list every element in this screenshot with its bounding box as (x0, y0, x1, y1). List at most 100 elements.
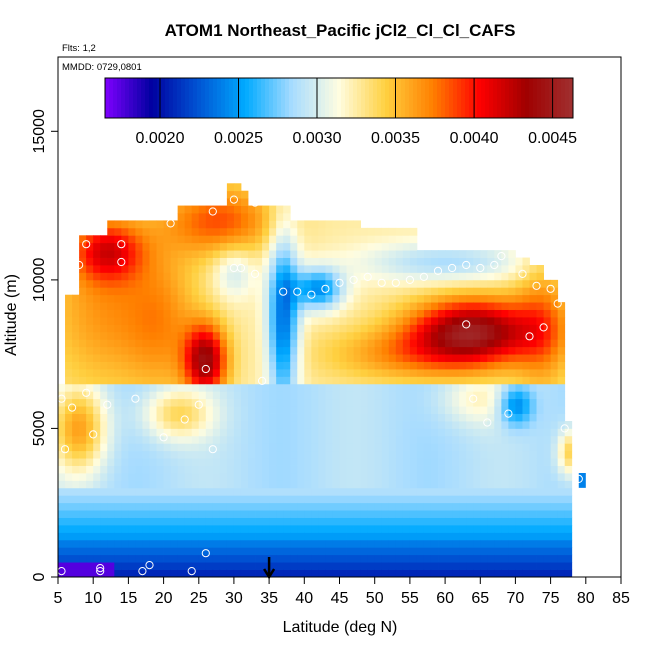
heatmap-cell (416, 569, 425, 577)
heatmap-cell (297, 510, 305, 518)
heatmap-cell (205, 502, 214, 511)
heatmap-cell (283, 406, 291, 414)
heatmap-cell (128, 458, 136, 466)
heatmap-cell (240, 294, 249, 303)
heatmap-cell (473, 376, 481, 385)
heatmap-cell (149, 227, 157, 236)
heatmap-cell (142, 391, 150, 400)
heatmap-cell (170, 242, 179, 251)
heatmap-cell (452, 317, 460, 325)
heatmap-cell (100, 235, 108, 244)
heatmap-cell (543, 317, 552, 325)
heatmap-cell (297, 569, 305, 577)
heatmap-cell (557, 369, 566, 377)
heatmap-cell (262, 473, 270, 481)
heatmap-cell (79, 532, 87, 541)
heatmap-cell (184, 257, 193, 266)
heatmap-cell (276, 428, 284, 437)
heatmap-cell (304, 265, 312, 273)
heatmap-cell (142, 287, 150, 296)
heatmap-cell (269, 532, 277, 541)
heatmap-cell (445, 309, 453, 318)
heatmap-cell (360, 443, 369, 452)
heatmap-cell (473, 428, 481, 437)
heatmap-cell (156, 331, 164, 340)
heatmap-cell (311, 346, 319, 355)
heatmap-cell (466, 525, 474, 533)
heatmap-cell (353, 346, 362, 355)
heatmap-cell (381, 532, 390, 541)
heatmap-cell (163, 383, 171, 392)
heatmap-cell (487, 279, 495, 288)
heatmap-cell (473, 331, 481, 340)
heatmap-cell (142, 495, 150, 504)
heatmap-cell (226, 369, 235, 377)
heatmap-cell (184, 265, 193, 273)
heatmap-cell (360, 413, 369, 422)
heatmap-cell (121, 413, 129, 422)
heatmap-cell (409, 376, 418, 385)
heatmap-cell (374, 480, 383, 489)
heatmap-cell (198, 562, 207, 570)
heatmap-cell (550, 302, 559, 310)
x-tick-label: 35 (260, 590, 278, 607)
sample-point (138, 567, 147, 576)
heatmap-cell (233, 532, 242, 541)
heatmap-cell (388, 272, 397, 281)
heatmap-cell (557, 398, 566, 407)
heatmap-cell (114, 473, 122, 481)
heatmap-cell (529, 309, 537, 318)
heatmap-cell (438, 517, 446, 526)
heatmap-cell (177, 562, 186, 570)
heatmap-cell (501, 547, 509, 556)
heatmap-cell (177, 257, 186, 266)
heatmap-cell (198, 317, 207, 325)
heatmap-cell (550, 339, 559, 348)
heatmap-cell (276, 413, 284, 422)
flights-label: Flts: 1,2 (62, 43, 96, 54)
heatmap-cell (163, 317, 171, 325)
heatmap-cell (269, 428, 277, 437)
heatmap-cell (367, 473, 376, 481)
heatmap-cell (86, 272, 94, 281)
heatmap-cell (205, 421, 214, 429)
heatmap-cell (198, 383, 207, 392)
heatmap-cell (367, 421, 376, 429)
heatmap-cell (473, 369, 481, 377)
sample-point (58, 394, 66, 403)
heatmap-cell (367, 361, 376, 370)
heatmap-cell (142, 532, 150, 541)
heatmap-cell (494, 450, 502, 459)
heatmap-cell (473, 391, 481, 400)
heatmap-cell (367, 383, 376, 392)
heatmap-cell (374, 495, 383, 504)
heatmap-cell (388, 331, 397, 340)
y-tick-label: 0 (31, 572, 48, 581)
heatmap-cell (72, 428, 80, 437)
heatmap-cell (367, 227, 376, 236)
heatmap-cell (430, 413, 439, 422)
heatmap-cell (388, 317, 397, 325)
heatmap-cell (142, 331, 150, 340)
heatmap-cell (395, 532, 404, 541)
heatmap-cell (58, 450, 66, 459)
heatmap-cell (205, 383, 214, 392)
heatmap-cell (156, 369, 164, 377)
heatmap-cell (233, 346, 242, 355)
heatmap-cell (226, 376, 235, 385)
heatmap-cell (423, 525, 432, 533)
colorbar-segment (537, 78, 542, 118)
heatmap-cell (381, 331, 390, 340)
heatmap-cell (402, 435, 411, 444)
heatmap-cell (149, 443, 157, 452)
heatmap-cell (128, 465, 136, 474)
heatmap-cell (416, 309, 425, 318)
heatmap-cell (240, 465, 249, 474)
heatmap-cell (269, 421, 277, 429)
heatmap-cell (163, 354, 171, 362)
heatmap-cell (318, 547, 326, 556)
heatmap-cell (58, 539, 66, 548)
heatmap-cell (367, 569, 376, 577)
heatmap-cell (423, 487, 432, 496)
heatmap-cell (240, 198, 249, 206)
